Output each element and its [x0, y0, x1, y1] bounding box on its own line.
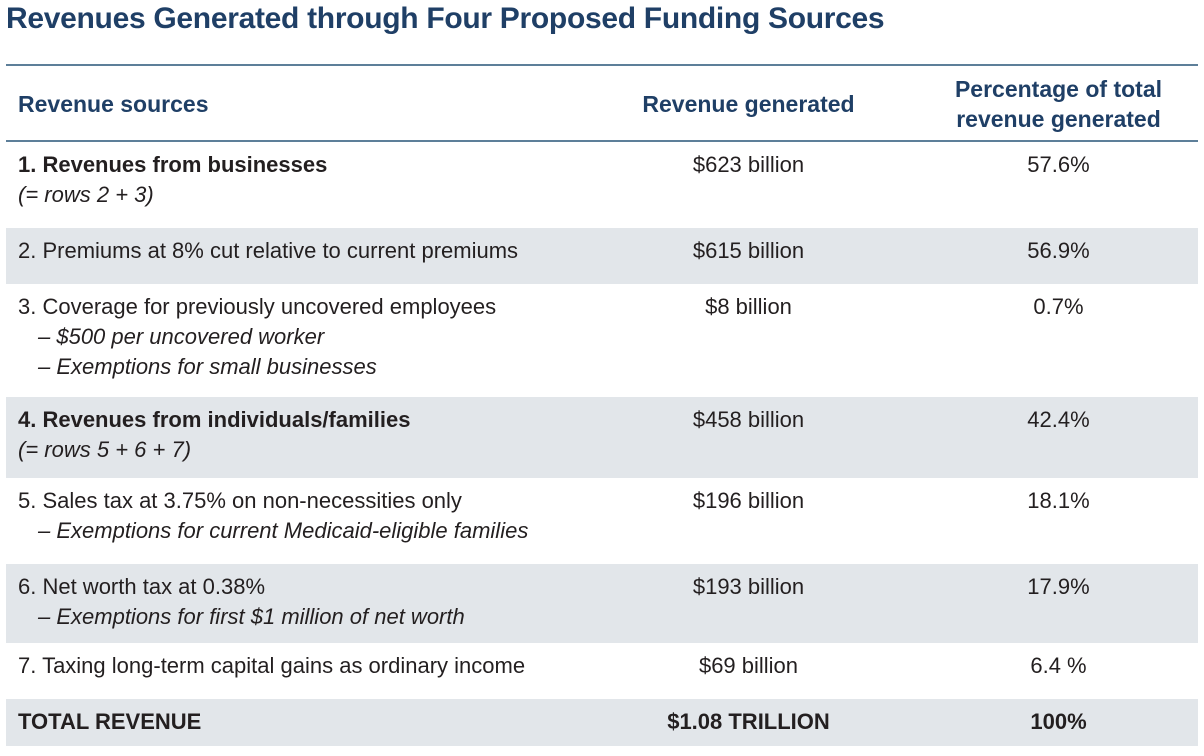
percentage-value: 18.1% [1027, 488, 1090, 513]
table-row: 7. Taxing long-term capital gains as ord… [6, 643, 1198, 699]
header-percentage: Percentage of total revenue generated [954, 76, 1163, 132]
percentage-value: 100% [1030, 709, 1087, 734]
row-note: – Exemptions for first $1 million of net… [38, 604, 465, 629]
row-label: 5. Sales tax at 3.75% on non-necessities… [18, 486, 528, 546]
revenue-value: $193 billion [692, 574, 805, 599]
row-label: 3. Coverage for previously uncovered emp… [18, 292, 496, 382]
header-revenue-sources: Revenue sources [18, 91, 209, 117]
row-label-text: 7. Taxing long-term capital gains as ord… [18, 653, 526, 678]
table-row: 1. Revenues from businesses (= rows 2 + 3… [6, 142, 1198, 228]
revenue-value: $1.08 TRILLION [667, 709, 830, 734]
row-label-text: 4. Revenues from individuals/families [18, 407, 411, 432]
row-label: 1. Revenues from businesses (= rows 2 + 3… [18, 150, 327, 210]
row-label: 7. Taxing long-term capital gains as ord… [18, 651, 525, 681]
table-row: 6. Net worth tax at 0.38% – Exemptions fo… [6, 564, 1198, 643]
row-label: 6. Net worth tax at 0.38% – Exemptions fo… [18, 572, 465, 632]
table-row: 4. Revenues from individuals/families (= … [6, 397, 1198, 478]
row-label-text: TOTAL REVENUE [18, 709, 202, 734]
percentage-value: 42.4% [1027, 407, 1090, 432]
row-label-text: 2. Premiums at 8% cut relative to curren… [18, 238, 519, 263]
revenue-value: $615 billion [692, 238, 805, 263]
row-label-text: 1. Revenues from businesses [18, 152, 328, 177]
top-rule [6, 64, 1198, 66]
revenue-value: $196 billion [692, 488, 805, 513]
row-note: – $500 per uncovered worker [38, 324, 325, 349]
table-row: 3. Coverage for previously uncovered emp… [6, 284, 1198, 397]
percentage-value: 57.6% [1027, 152, 1090, 177]
row-label: TOTAL REVENUE [18, 707, 201, 737]
table-row: TOTAL REVENUE $1.08 TRILLION 100% [6, 699, 1198, 746]
table-title: Revenues Generated through Four Proposed… [6, 2, 885, 35]
percentage-value: 0.7% [1033, 294, 1084, 319]
row-note: (= rows 5 + 6 + 7) [18, 437, 192, 462]
percentage-value: 6.4 % [1030, 653, 1087, 678]
percentage-value: 56.9% [1027, 238, 1090, 263]
header-revenue-generated: Revenue generated [642, 91, 855, 117]
revenue-value: $623 billion [692, 152, 805, 177]
header-rule [6, 140, 1198, 142]
row-label-text: 5. Sales tax at 3.75% on non-necessities… [18, 488, 462, 513]
row-note: (= rows 2 + 3) [18, 182, 154, 207]
percentage-value: 17.9% [1027, 574, 1090, 599]
revenue-value: $458 billion [692, 407, 805, 432]
row-label: 4. Revenues from individuals/families (= … [18, 405, 410, 465]
row-label-text: 3. Coverage for previously uncovered emp… [18, 294, 497, 319]
revenue-value: $69 billion [698, 653, 799, 678]
revenue-value: $8 billion [705, 294, 792, 319]
row-label-text: 6. Net worth tax at 0.38% [18, 574, 266, 599]
table-row: 2. Premiums at 8% cut relative to curren… [6, 228, 1198, 284]
table-row: 5. Sales tax at 3.75% on non-necessities… [6, 478, 1198, 564]
row-note: – Exemptions for current Medicaid-eligib… [38, 518, 529, 543]
row-label: 2. Premiums at 8% cut relative to curren… [18, 236, 518, 266]
row-note: – Exemptions for small businesses [38, 354, 377, 379]
table-header: Revenue sources Revenue generated Percen… [6, 66, 1198, 140]
